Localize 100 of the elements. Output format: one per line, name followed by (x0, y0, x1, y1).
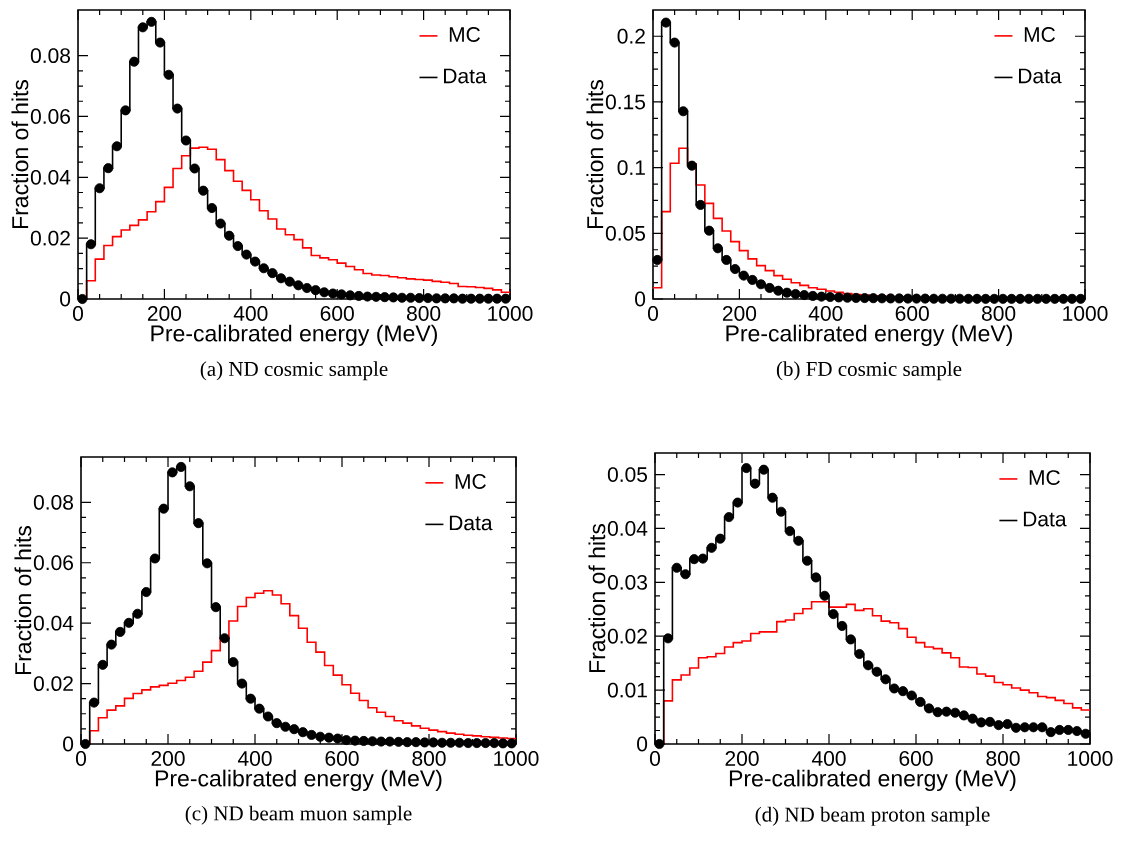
point (85, 239, 96, 250)
point (825, 292, 836, 303)
point (721, 254, 732, 265)
point (106, 639, 117, 650)
point (1011, 722, 1022, 733)
point (202, 558, 213, 569)
point (663, 633, 674, 644)
point (695, 199, 706, 210)
point (345, 290, 356, 301)
point (928, 293, 939, 304)
point (497, 738, 508, 749)
point (950, 707, 961, 718)
point (193, 518, 204, 529)
point (132, 608, 143, 619)
point (941, 706, 952, 717)
point (756, 279, 767, 290)
point (336, 289, 347, 300)
point (802, 555, 813, 566)
point (851, 292, 862, 303)
y-tick-label: 0 (60, 291, 71, 307)
point (250, 256, 261, 267)
point (747, 274, 758, 285)
point (946, 293, 957, 304)
x-tick-label: 0 (75, 751, 87, 766)
point (1080, 728, 1091, 739)
y-axis-title: Fraction of hits (14, 525, 32, 675)
point (1019, 722, 1030, 733)
point (137, 22, 148, 33)
point (184, 481, 195, 492)
point (232, 241, 243, 252)
point (1037, 722, 1048, 733)
point (911, 293, 922, 304)
point (293, 280, 304, 291)
point (915, 696, 926, 707)
point (958, 710, 969, 721)
point (854, 648, 865, 659)
point (989, 293, 1000, 304)
point (289, 724, 300, 735)
point (790, 289, 801, 299)
x-tick-label: 400 (237, 751, 272, 766)
x-tick-label: 400 (233, 306, 268, 321)
point (80, 738, 91, 749)
point (310, 285, 321, 296)
x-tick-label: 800 (412, 751, 446, 766)
point (437, 737, 448, 748)
x-tick-label: 600 (320, 306, 354, 321)
x-tick-label: 800 (981, 306, 1016, 321)
point (1045, 727, 1056, 738)
x-tick-label: 1000 (1063, 306, 1108, 321)
x-tick-label: 0 (649, 751, 661, 766)
point (652, 254, 663, 265)
x-axis-title: Pre-calibrated energy (MeV) (729, 769, 1016, 792)
point (880, 674, 891, 685)
x-tick-label: 200 (147, 306, 182, 321)
point (902, 293, 913, 304)
point (158, 503, 169, 514)
point (463, 738, 474, 749)
x-tick-label: 0 (72, 306, 84, 321)
point (428, 737, 439, 748)
x-tick-label: 200 (722, 306, 757, 321)
point (997, 293, 1008, 304)
y-tick-label: 0.05 (605, 225, 646, 241)
x-tick-label: 800 (407, 306, 441, 321)
point (1006, 293, 1017, 304)
point (660, 17, 671, 28)
x-tick-label: 600 (895, 306, 929, 321)
point (1041, 293, 1052, 304)
point (474, 293, 485, 304)
point (807, 290, 818, 301)
point (297, 727, 308, 738)
point (828, 609, 839, 620)
point (680, 569, 691, 580)
point (868, 293, 879, 304)
point (963, 293, 974, 304)
point (405, 292, 416, 303)
y-tick-label: 0.08 (33, 494, 74, 510)
point (241, 249, 252, 260)
point (732, 497, 743, 508)
point (1058, 293, 1069, 304)
y-tick-label: 0.1 (617, 160, 645, 176)
point (198, 185, 209, 196)
point (306, 729, 317, 740)
point (149, 553, 160, 564)
point (323, 732, 334, 743)
point (889, 683, 900, 694)
point (431, 293, 442, 304)
x-tick-label: 400 (811, 751, 846, 766)
point (224, 230, 235, 241)
point (155, 37, 166, 48)
y-tick-label: 0.03 (607, 574, 648, 590)
point (254, 703, 265, 714)
text: (a) ND cosmic sample (200, 361, 388, 381)
point (816, 291, 827, 302)
point (236, 678, 247, 689)
point (1067, 293, 1078, 304)
point (327, 288, 338, 299)
y-tick-label: 0.08 (30, 48, 71, 64)
y-tick-label: 0.04 (607, 521, 648, 536)
point (1071, 726, 1082, 737)
point (280, 721, 291, 732)
